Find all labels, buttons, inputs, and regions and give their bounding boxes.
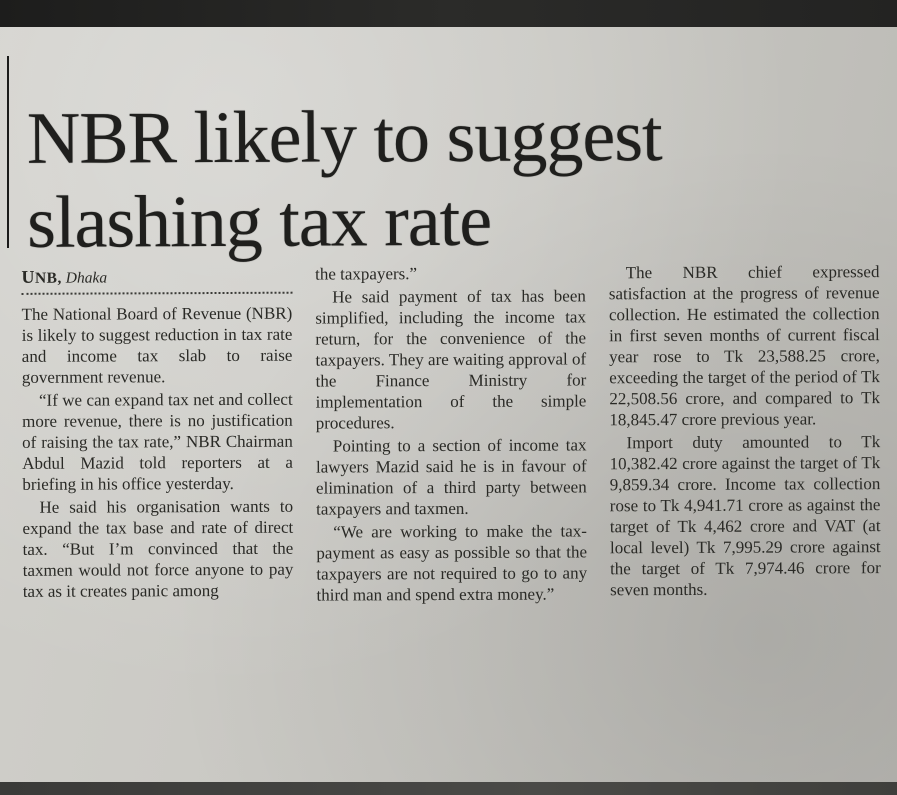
paragraph: The NBR chief expressed satisfaction at … xyxy=(608,262,881,430)
column-3: The NBR chief expressed satisfaction at … xyxy=(609,261,881,606)
headline-line-1: NBR likely to suggest xyxy=(26,94,662,180)
byline-separator xyxy=(21,291,293,295)
byline-agency: UNB, xyxy=(21,266,62,287)
column-rule xyxy=(7,56,9,248)
byline: UNB, Dhaka xyxy=(21,266,292,289)
column-2: the taxpayers.” He said payment of tax h… xyxy=(315,262,587,607)
paragraph: Pointing to a section of income tax lawy… xyxy=(315,435,587,519)
newspaper-page: NBR likely to suggest slashing tax rate … xyxy=(0,25,897,784)
column-1: UNB, Dhaka The National Board of Revenue… xyxy=(21,264,293,609)
scan-bottom-edge xyxy=(0,782,897,795)
paragraph: The National Board of Revenue (NBR) is l… xyxy=(21,303,293,387)
paragraph: He said payment of tax has been simplifi… xyxy=(315,286,587,433)
byline-city: Dhaka xyxy=(65,269,108,287)
headline-line-2: slashing tax rate xyxy=(27,179,492,264)
article-body: UNB, Dhaka The National Board of Revenue… xyxy=(21,261,880,609)
scan-top-edge xyxy=(0,0,897,27)
paragraph: He said his organisation wants to expand… xyxy=(22,496,294,601)
paragraph: “If we can expand tax net and collect mo… xyxy=(22,389,293,494)
paragraph: the taxpayers.” xyxy=(315,264,418,284)
paragraph: Import duty amounted to Tk 10,382.42 cro… xyxy=(609,432,881,600)
paragraph: “We are working to make the tax-payment … xyxy=(316,521,588,605)
article-headline: NBR likely to suggest slashing tax rate xyxy=(27,93,878,265)
